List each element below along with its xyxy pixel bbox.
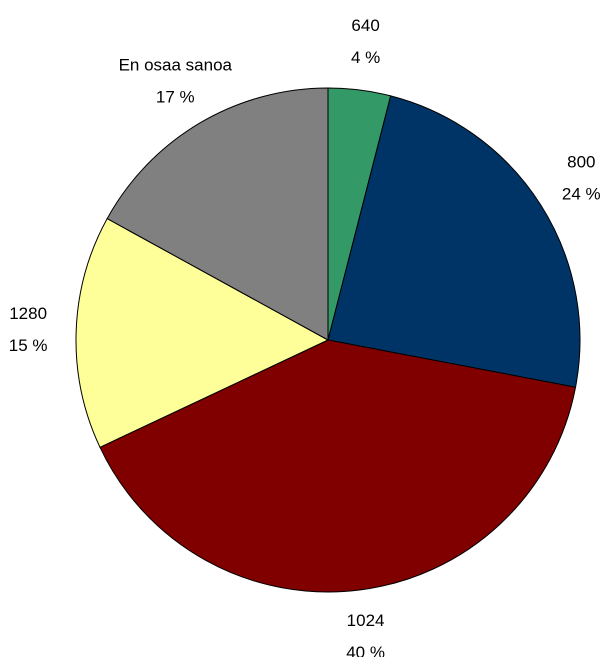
pie-slice bbox=[106, 87, 329, 341]
pie-slice bbox=[75, 217, 330, 448]
pie-slice bbox=[99, 339, 577, 593]
slice-value-label: 17 % bbox=[156, 87, 195, 106]
slice-category-label: En osaa sanoa bbox=[119, 55, 233, 74]
slice-category-label: 640 bbox=[351, 16, 379, 35]
slice-category-label: 800 bbox=[567, 153, 595, 172]
slice-value-label: 4 % bbox=[351, 48, 380, 67]
pie-slice bbox=[327, 95, 581, 388]
slice-category-label: 1280 bbox=[9, 304, 47, 323]
slice-value-label: 24 % bbox=[562, 185, 601, 204]
slice-category-label: 1024 bbox=[347, 611, 385, 630]
slice-value-label: 40 % bbox=[346, 643, 385, 657]
slice-value-label: 15 % bbox=[9, 336, 48, 355]
